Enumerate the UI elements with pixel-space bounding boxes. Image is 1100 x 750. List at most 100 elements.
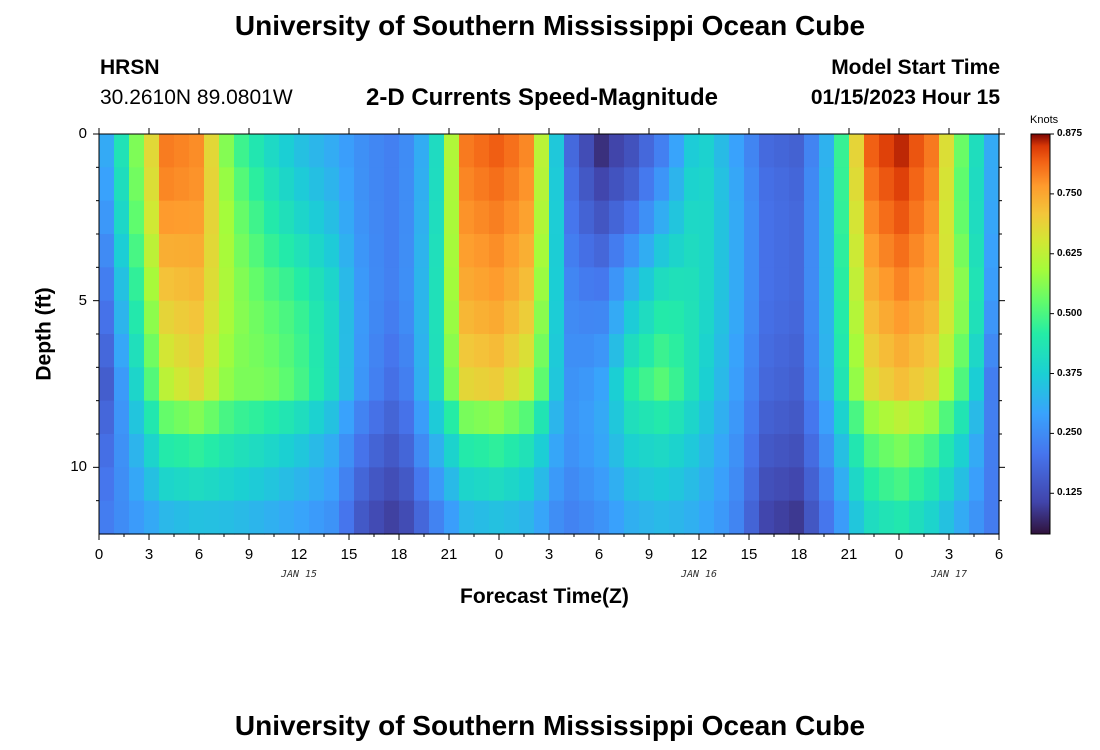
- heat-cell: [819, 400, 835, 435]
- heat-cell: [459, 267, 475, 302]
- heat-cell: [294, 467, 310, 502]
- heat-cell: [369, 500, 385, 535]
- heat-cell: [129, 500, 145, 535]
- heat-cell: [924, 467, 940, 502]
- heat-cell: [189, 467, 205, 502]
- heat-cell: [309, 367, 325, 402]
- heat-cell: [489, 200, 505, 235]
- heat-cell: [699, 467, 715, 502]
- heat-cell: [234, 334, 250, 368]
- heat-cell: [309, 400, 325, 435]
- heat-cell: [234, 434, 250, 468]
- heat-cell: [894, 167, 910, 202]
- heat-cell: [114, 467, 130, 502]
- heat-cell: [774, 234, 790, 268]
- heat-cell: [174, 167, 190, 202]
- heat-cell: [879, 467, 895, 502]
- heat-cell: [864, 500, 880, 535]
- station-coordinates: 30.2610N 89.0801W: [100, 86, 293, 109]
- heat-cell: [879, 434, 895, 468]
- heat-cell: [549, 200, 565, 235]
- heat-cell: [204, 234, 220, 268]
- heat-cell: [99, 500, 115, 535]
- heat-cell: [354, 400, 370, 435]
- heat-cell: [744, 434, 760, 468]
- heat-cell: [744, 167, 760, 202]
- heat-cell: [519, 434, 535, 468]
- heat-cell: [174, 500, 190, 535]
- heat-cell: [819, 434, 835, 468]
- heat-cell: [909, 234, 925, 268]
- heat-cell: [219, 300, 235, 335]
- colorbar-ticks: [1050, 133, 1054, 494]
- heat-cell: [924, 200, 940, 235]
- heat-cell: [399, 234, 415, 268]
- heat-cell: [774, 134, 790, 168]
- heat-cell: [864, 267, 880, 302]
- heat-cell: [399, 400, 415, 435]
- heat-cell: [774, 334, 790, 368]
- heat-cell: [399, 267, 415, 302]
- heat-cell: [774, 500, 790, 535]
- heat-cell: [939, 334, 955, 368]
- heat-cell: [819, 300, 835, 335]
- heat-cell: [294, 300, 310, 335]
- heat-cell: [699, 300, 715, 335]
- heat-cell: [594, 200, 610, 235]
- heat-cell: [204, 267, 220, 302]
- heat-cell: [549, 167, 565, 202]
- heat-cell: [594, 367, 610, 402]
- heat-cell: [114, 500, 130, 535]
- heat-cell: [264, 500, 280, 535]
- heat-cell: [804, 434, 820, 468]
- heat-cell: [789, 167, 805, 202]
- heat-cell: [714, 267, 730, 302]
- heat-cell: [714, 434, 730, 468]
- heat-cell: [924, 300, 940, 335]
- heat-cell: [594, 467, 610, 502]
- heat-cell: [804, 500, 820, 535]
- heat-cell: [399, 300, 415, 335]
- heat-cell: [834, 234, 850, 268]
- heat-cell: [969, 500, 985, 535]
- heat-cell: [669, 334, 685, 368]
- heat-cell: [534, 434, 550, 468]
- heat-cell: [834, 300, 850, 335]
- heat-cell: [579, 334, 595, 368]
- heat-cell: [369, 467, 385, 502]
- heat-cell: [609, 400, 625, 435]
- plot-title: 2-D Currents Speed-Magnitude: [366, 84, 719, 111]
- heat-cell: [159, 267, 175, 302]
- heat-cell: [669, 234, 685, 268]
- heat-cell: [609, 200, 625, 235]
- heat-cell: [354, 167, 370, 202]
- heat-cell: [234, 134, 250, 168]
- heat-cell: [519, 200, 535, 235]
- heat-cell: [594, 400, 610, 435]
- heat-cell: [114, 367, 130, 402]
- heat-cell: [864, 200, 880, 235]
- heat-cell: [249, 500, 265, 535]
- heat-cell: [939, 267, 955, 302]
- heat-cell: [939, 467, 955, 502]
- heat-cell: [489, 367, 505, 402]
- heat-cell: [894, 334, 910, 368]
- heat-cell: [699, 334, 715, 368]
- heat-cell: [429, 267, 445, 302]
- heat-cell: [339, 134, 355, 168]
- heat-cell: [534, 400, 550, 435]
- heat-cell: [909, 267, 925, 302]
- heat-cell: [834, 267, 850, 302]
- heat-cell: [729, 367, 745, 402]
- heat-cell: [189, 367, 205, 402]
- heat-cell: [684, 467, 700, 502]
- heat-cell: [789, 300, 805, 335]
- heat-cell: [564, 500, 580, 535]
- heat-cell: [159, 500, 175, 535]
- heat-cell: [594, 434, 610, 468]
- heat-cell: [774, 200, 790, 235]
- heat-cell: [354, 334, 370, 368]
- heat-cell: [714, 400, 730, 435]
- heat-cell: [939, 500, 955, 535]
- heat-cell: [789, 500, 805, 535]
